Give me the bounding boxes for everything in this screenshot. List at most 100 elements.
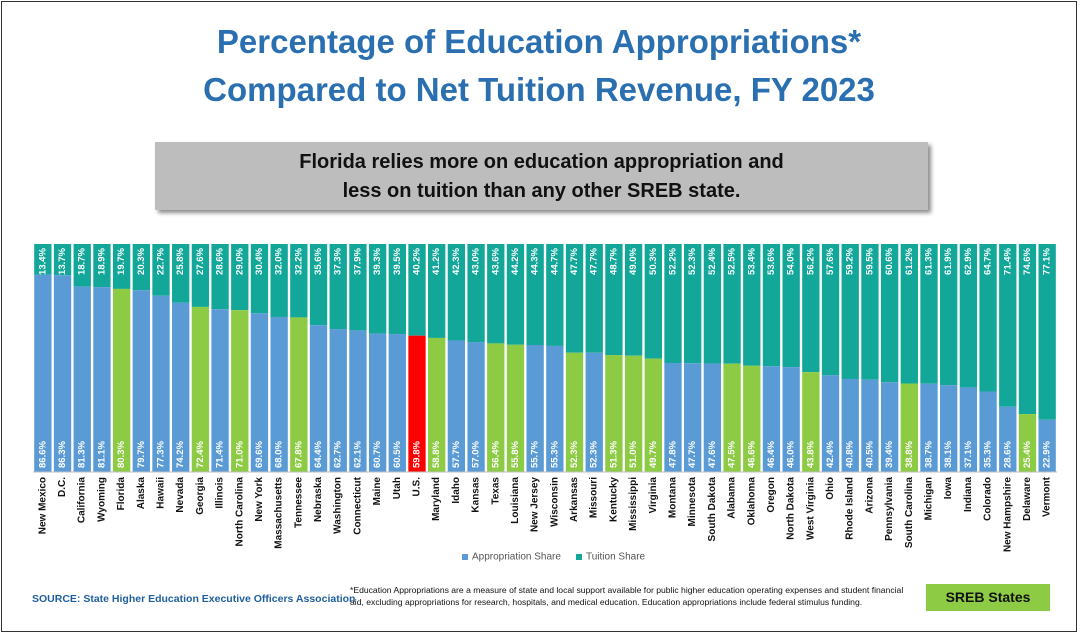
label-tuition-florida: 19.7% xyxy=(116,247,127,274)
legend-swatch-appropriation xyxy=(462,554,468,560)
label-appropriation-hawaii: 77.3% xyxy=(156,441,167,468)
bar-tuition-north-carolina xyxy=(231,244,249,311)
label-tuition-west-virginia: 56.2% xyxy=(805,247,816,274)
bar-appropriation-michigan xyxy=(920,383,938,472)
label-tuition-oklahoma: 53.4% xyxy=(746,247,757,274)
bar-appropriation-alaska xyxy=(132,290,150,472)
bar-tuition-maine xyxy=(368,244,387,334)
label-tuition-connecticut: 37.9% xyxy=(352,247,363,274)
bar-appropriation-north-dakota xyxy=(782,367,800,472)
label-tuition-tennessee: 32.2% xyxy=(293,247,304,274)
label-appropriation-texas: 56.4% xyxy=(490,441,501,468)
category-label-colorado: Colorado xyxy=(983,477,994,521)
label-tuition-north-dakota: 54.0% xyxy=(786,247,797,274)
label-tuition-iowa: 61.9% xyxy=(943,247,954,274)
label-appropriation-arkansas: 52.3% xyxy=(569,441,580,468)
label-tuition-missouri: 47.7% xyxy=(589,247,600,274)
bar-appropriation-minnesota xyxy=(684,363,702,472)
label-tuition-rhode-island: 59.2% xyxy=(845,247,856,274)
label-appropriation-alabama: 47.5% xyxy=(727,441,738,468)
category-label-new-jersey: New Jersey xyxy=(530,477,541,532)
label-tuition-montana: 52.2% xyxy=(668,247,679,274)
label-tuition-washington: 37.3% xyxy=(333,247,344,274)
category-label-nebraska: Nebraska xyxy=(313,477,324,522)
bar-appropriation-new-hampshire xyxy=(999,406,1017,472)
bar-appropriation-oklahoma xyxy=(743,365,761,472)
label-tuition-wyoming: 18.9% xyxy=(96,247,107,274)
bar-tuition-ohio xyxy=(821,244,840,376)
label-tuition-wisconsin: 44.7% xyxy=(549,247,560,274)
label-appropriation-west-virginia: 43.8% xyxy=(805,441,816,468)
label-appropriation-kansas: 57.0% xyxy=(471,441,482,468)
label-appropriation-oregon: 46.4% xyxy=(766,441,777,468)
label-appropriation-iowa: 38.1% xyxy=(943,441,954,468)
category-label-new-hampshire: New Hampshire xyxy=(1002,477,1013,552)
label-appropriation-florida: 80.3% xyxy=(116,441,127,468)
bar-appropriation-mississippi xyxy=(624,355,643,472)
bar-tuition-west-virginia xyxy=(802,244,820,373)
label-tuition-north-carolina: 29.0% xyxy=(234,247,245,274)
bar-tuition-georgia xyxy=(191,244,210,307)
bar-tuition-texas xyxy=(487,244,505,344)
bar-tuition-missouri xyxy=(585,244,603,353)
legend-swatch-tuition xyxy=(576,554,582,560)
label-appropriation-nebraska: 64.4% xyxy=(313,441,324,468)
label-tuition-ohio: 57.6% xyxy=(825,247,836,274)
category-label-virginia: Virginia xyxy=(648,477,659,514)
label-tuition-mississippi: 49.0% xyxy=(628,247,639,274)
bar-appropriation-south-carolina xyxy=(900,383,918,472)
category-label-alaska: Alaska xyxy=(136,477,147,510)
category-label-maine: Maine xyxy=(372,477,383,506)
label-appropriation-rhode-island: 40.8% xyxy=(845,441,856,468)
bar-tuition-new-york xyxy=(250,244,269,314)
bar-tuition-montana xyxy=(664,244,682,364)
bar-tuition-delaware xyxy=(1018,244,1037,415)
category-label-south-dakota: South Dakota xyxy=(707,477,718,542)
label-tuition-minnesota: 52.3% xyxy=(687,247,698,274)
label-appropriation-tennessee: 67.8% xyxy=(293,441,304,468)
bar-tuition-pennsylvania xyxy=(880,244,899,383)
label-appropriation-colorado: 35.3% xyxy=(983,441,994,468)
label-tuition-idaho: 42.3% xyxy=(451,247,462,274)
label-tuition-california: 18.7% xyxy=(77,247,88,274)
category-label-missouri: Missouri xyxy=(589,477,600,518)
label-tuition-utah: 39.5% xyxy=(392,247,403,274)
category-label-louisiana: Louisiana xyxy=(510,477,521,524)
bar-appropriation-georgia xyxy=(191,306,210,472)
label-appropriation-vermont: 22.9% xyxy=(1042,441,1053,468)
bar-appropriation-iowa xyxy=(940,385,958,472)
bar-tuition-north-dakota xyxy=(782,244,800,368)
category-label-connecticut: Connecticut xyxy=(352,476,363,534)
bar-appropriation-idaho xyxy=(447,340,466,472)
bar-tuition-wisconsin xyxy=(546,244,564,346)
callout-line-1: Florida relies more on education appropr… xyxy=(299,151,784,173)
category-label-alabama: Alabama xyxy=(727,477,738,519)
label-appropriation-new-mexico: 86.6% xyxy=(37,441,48,468)
bar-tuition-illinois xyxy=(211,244,229,310)
category-label-north-carolina: North Carolina xyxy=(234,477,245,547)
category-label-arkansas: Arkansas xyxy=(569,477,580,522)
category-label-wisconsin: Wisconsin xyxy=(549,477,560,527)
bar-appropriation-new-jersey xyxy=(526,345,544,472)
bar-tuition-nebraska xyxy=(309,244,328,326)
label-tuition-arizona: 59.5% xyxy=(864,247,875,274)
label-appropriation-d-c: 86.3% xyxy=(57,441,68,468)
bar-appropriation-kansas xyxy=(467,342,485,472)
label-tuition-michigan: 61.3% xyxy=(924,247,935,274)
label-appropriation-wisconsin: 55.3% xyxy=(549,441,560,468)
label-appropriation-u-s: 59.8% xyxy=(412,441,423,468)
category-label-georgia: Georgia xyxy=(195,477,206,515)
legend-label-appropriation: Appropriation Share xyxy=(472,552,561,563)
label-appropriation-massachusetts: 68.0% xyxy=(274,441,285,468)
bar-tuition-south-carolina xyxy=(900,244,918,384)
bar-appropriation-virginia xyxy=(644,358,662,472)
category-label-new-mexico: New Mexico xyxy=(37,477,48,534)
category-label-iowa: Iowa xyxy=(943,477,954,500)
label-tuition-maryland: 41.2% xyxy=(431,247,442,274)
category-label-washington: Washington xyxy=(333,477,344,534)
category-label-hawaii: Hawaii xyxy=(156,477,167,509)
category-label-pennsylvania: Pennsylvania xyxy=(884,477,895,541)
category-label-west-virginia: West Virginia xyxy=(805,477,816,540)
label-appropriation-pennsylvania: 39.4% xyxy=(884,441,895,468)
sreb-states-key: SREB States xyxy=(926,584,1050,611)
